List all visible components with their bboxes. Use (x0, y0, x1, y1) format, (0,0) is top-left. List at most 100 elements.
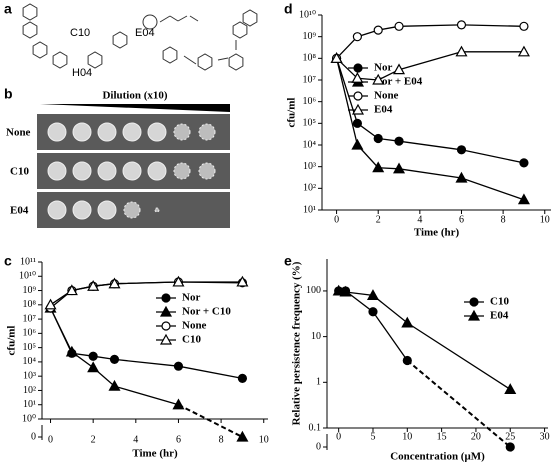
data-point (351, 72, 364, 83)
spot (147, 161, 167, 181)
series-line (335, 58, 525, 201)
y-tick-label: 10⁹ (23, 285, 37, 296)
x-tick-label: 15 (437, 431, 447, 442)
ring (22, 3, 38, 21)
y-tick-label: 10⁵ (303, 118, 317, 129)
y-tick-label: 0.1 (309, 422, 322, 433)
panel-label: e (284, 253, 292, 269)
legend-label: Nor + E04 (374, 76, 423, 88)
data-point (394, 21, 404, 31)
data-point (393, 162, 406, 174)
compound-name: H04 (72, 67, 92, 79)
panel-label: a (4, 1, 12, 17)
spot (47, 161, 67, 181)
y-tick-label: 10¹⁰ (19, 271, 36, 282)
data-point (351, 138, 364, 150)
data-point (519, 21, 529, 31)
extrapolation (178, 403, 243, 438)
series-line (50, 281, 243, 306)
data-point (44, 298, 57, 310)
legend-marker (351, 103, 365, 115)
y-tick-label: 10⁴ (303, 139, 317, 150)
y-axis-label: cfu/ml (286, 98, 298, 128)
x-tick-label: 0 (334, 214, 339, 225)
legend-marker (161, 293, 171, 303)
spot (147, 122, 167, 142)
compound-name: C10 (70, 27, 90, 39)
data-point (372, 73, 385, 85)
legend-marker (353, 63, 363, 73)
data-point (237, 373, 248, 383)
data-point (373, 25, 383, 35)
data-point (393, 63, 406, 75)
legend-marker (353, 91, 363, 101)
x-tick-label: 25 (505, 431, 515, 442)
data-point (394, 136, 404, 146)
data-point (517, 45, 530, 57)
y-tick-label: 10³ (303, 161, 316, 172)
spot (72, 161, 92, 181)
y-tick-label: 10² (23, 385, 36, 396)
data-point (88, 351, 98, 361)
x-axis-label: Time (hr) (414, 227, 460, 239)
y-tick-label: 10 (311, 331, 321, 342)
bond (159, 15, 199, 23)
data-point (236, 430, 249, 442)
data-point (108, 379, 121, 391)
data-point (373, 133, 383, 144)
spot (154, 207, 160, 213)
spot (123, 201, 141, 219)
spot (97, 200, 117, 220)
x-tick-label: 0 (48, 434, 53, 445)
spot (173, 162, 191, 180)
ring (162, 46, 178, 64)
data-point (456, 20, 467, 30)
legend-label: Nor (374, 62, 392, 74)
y-tick-label: 10¹⁰ (299, 9, 316, 20)
data-point (401, 316, 414, 328)
series-line (49, 307, 243, 380)
y-tick-label: 10⁰ (22, 413, 36, 424)
y-tick-label: 0 (31, 431, 36, 442)
data-point (519, 158, 529, 168)
panel-label: b (4, 86, 13, 102)
ring (112, 31, 128, 49)
legend-marker (467, 309, 481, 321)
ring (22, 21, 38, 39)
x-tick-label: 6 (459, 214, 464, 225)
data-point (402, 355, 412, 366)
data-point (330, 52, 343, 63)
data-point (109, 354, 120, 364)
y-tick-label: 10⁶ (303, 96, 317, 107)
x-tick-label: 2 (376, 214, 381, 225)
data-point (172, 398, 185, 410)
series-line (50, 281, 243, 309)
y-tick-label: 1 (316, 377, 321, 388)
x-tick-label: 20 (471, 431, 481, 442)
data-point (339, 285, 352, 297)
x-tick-label: 10 (540, 214, 550, 225)
x-tick-label: 10 (402, 431, 412, 442)
series-line (336, 51, 524, 81)
data-point (236, 275, 249, 287)
compound-name: E04 (135, 27, 155, 39)
x-axis-label: Time (hr) (132, 448, 178, 460)
data-point (65, 284, 78, 296)
ring (228, 53, 244, 71)
x-tick-label: 6 (176, 434, 181, 445)
series-line (336, 24, 524, 59)
x-tick-label: 30 (540, 431, 550, 442)
spot (122, 161, 142, 181)
y-tick-label: 10² (303, 183, 316, 194)
y-tick-label: 100 (306, 285, 321, 296)
data-point (517, 193, 530, 205)
data-point (65, 345, 78, 357)
y-tick-label: 10⁸ (23, 299, 37, 310)
y-axis-label: Relative persistence frequency (%) (291, 261, 303, 425)
y-tick-label: 10⁹ (303, 31, 317, 42)
legend-marker (161, 321, 171, 331)
spot (97, 161, 117, 181)
row-label: None (6, 127, 31, 139)
ring (232, 21, 248, 39)
